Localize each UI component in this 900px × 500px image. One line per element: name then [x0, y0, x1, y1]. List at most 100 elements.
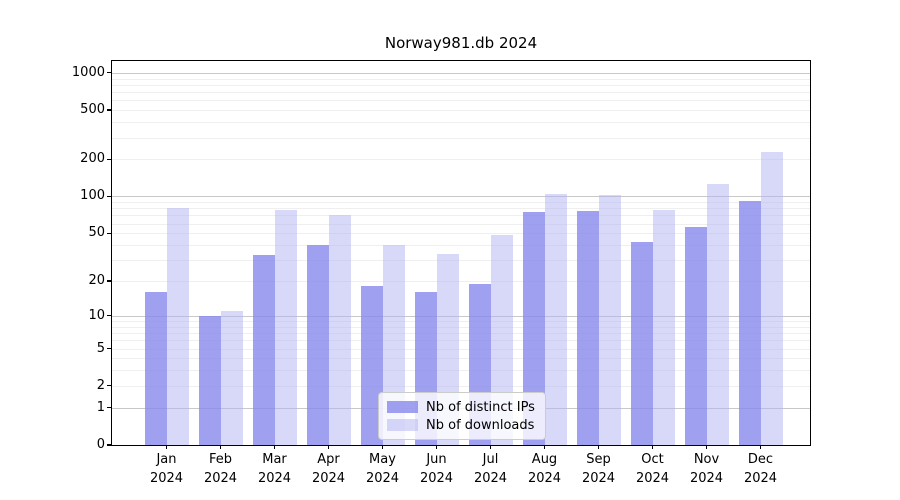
- minor-gridline: [112, 333, 810, 334]
- legend-swatch-downloads: [387, 419, 418, 431]
- x-tick-label-mar: Mar 2024: [257, 452, 292, 486]
- bar-dec-downloads: [760, 151, 783, 445]
- minor-gridline: [112, 92, 810, 93]
- y-tick-label: 1: [96, 399, 105, 415]
- minor-gridline: [112, 110, 810, 112]
- minor-gridline: [112, 370, 810, 372]
- y-tick-mark: [107, 347, 111, 350]
- x-tick-mark: [435, 445, 438, 449]
- x-tick-mark: [327, 445, 330, 449]
- x-tick-label-apr: Apr 2024: [311, 452, 346, 486]
- legend-item-downloads: Nb of downloads: [387, 416, 537, 434]
- x-tick-mark: [759, 445, 762, 449]
- x-tick-mark: [489, 445, 492, 449]
- minor-gridline: [112, 215, 810, 217]
- x-tick-label-feb: Feb 2024: [203, 452, 238, 486]
- major-gridline: [112, 196, 810, 198]
- bar-aug-distinct-ips: [522, 212, 545, 445]
- bar-apr-distinct-ips: [306, 244, 329, 445]
- bar-apr-downloads: [328, 214, 351, 445]
- y-tick-mark: [107, 444, 111, 446]
- bar-dec-distinct-ips: [738, 200, 761, 445]
- gridlines-layer: [112, 61, 810, 445]
- legend-label-distinct-ips: Nb of distinct IPs: [426, 399, 535, 415]
- y-tick-label: 10: [88, 307, 105, 323]
- y-tick-mark: [107, 315, 111, 317]
- x-tick-label-jun: Jun 2024: [419, 452, 454, 486]
- bar-aug-downloads: [544, 193, 567, 445]
- bar-may-distinct-ips: [360, 286, 383, 445]
- y-tick-mark: [107, 280, 111, 282]
- bar-mar-distinct-ips: [252, 255, 275, 445]
- minor-gridline: [112, 202, 810, 203]
- x-tick-label-may: May 2024: [365, 452, 400, 486]
- y-tick-mark: [107, 195, 111, 198]
- minor-gridline: [112, 100, 810, 102]
- x-tick-label-dec: Dec 2024: [743, 452, 778, 486]
- x-tick-mark: [381, 445, 384, 449]
- minor-gridline: [112, 358, 810, 360]
- x-tick-mark: [165, 445, 168, 449]
- x-tick-mark: [597, 445, 600, 449]
- x-tick-label-aug: Aug 2024: [527, 452, 562, 486]
- bar-nov-distinct-ips: [684, 227, 707, 445]
- legend: Nb of distinct IPs Nb of downloads: [378, 392, 546, 440]
- minor-gridline: [112, 208, 810, 210]
- minor-gridline: [112, 260, 810, 261]
- x-tick-mark: [219, 445, 222, 449]
- x-tick-mark: [705, 445, 708, 449]
- bar-jan-downloads: [166, 208, 189, 445]
- minor-gridline: [112, 78, 810, 80]
- minor-gridline: [112, 233, 810, 235]
- minor-gridline: [112, 244, 810, 246]
- minor-gridline: [112, 122, 810, 124]
- x-tick-mark: [273, 445, 276, 449]
- minor-gridline: [112, 320, 810, 322]
- x-tick-mark: [651, 445, 654, 449]
- major-gridline: [112, 315, 810, 317]
- y-tick-mark: [107, 385, 111, 387]
- bar-oct-downloads: [652, 209, 675, 445]
- bar-sep-distinct-ips: [576, 211, 599, 445]
- y-tick-mark: [107, 232, 111, 234]
- bar-mar-downloads: [274, 210, 297, 445]
- major-gridline: [112, 72, 810, 74]
- minor-gridline: [112, 84, 810, 86]
- y-tick-label: 50: [88, 225, 105, 241]
- y-tick-label: 200: [80, 151, 105, 167]
- y-tick-mark: [107, 109, 111, 111]
- bar-feb-distinct-ips: [198, 315, 221, 445]
- minor-gridline: [112, 385, 810, 387]
- legend-swatch-distinct-ips: [387, 401, 418, 413]
- legend-label-downloads: Nb of downloads: [426, 417, 535, 433]
- x-tick-label-jan: Jan 2024: [149, 452, 184, 486]
- x-tick-label-oct: Oct 2024: [635, 452, 670, 486]
- y-tick-mark: [107, 158, 111, 160]
- x-tick-mark: [543, 445, 546, 449]
- bar-feb-downloads: [220, 311, 243, 445]
- chart-title: Norway981.db 2024: [384, 34, 538, 52]
- minor-gridline: [112, 326, 810, 328]
- minor-gridline: [112, 281, 810, 282]
- x-tick-label-sep: Sep 2024: [581, 452, 616, 486]
- y-tick-label: 0: [96, 437, 105, 452]
- y-tick-label: 2: [96, 377, 105, 393]
- y-tick-label: 500: [80, 102, 105, 118]
- y-tick-label: 100: [80, 188, 105, 204]
- bar-oct-distinct-ips: [630, 242, 653, 445]
- bar-sep-downloads: [598, 195, 621, 445]
- x-tick-label-jul: Jul 2024: [473, 452, 508, 486]
- legend-item-distinct-ips: Nb of distinct IPs: [387, 398, 537, 416]
- x-tick-label-nov: Nov 2024: [689, 452, 724, 486]
- y-tick-label: 5: [96, 340, 105, 356]
- minor-gridline: [112, 159, 810, 161]
- y-tick-label: 1000: [71, 64, 105, 80]
- bar-nov-downloads: [706, 184, 729, 445]
- minor-gridline: [112, 137, 810, 139]
- minor-gridline: [112, 223, 810, 225]
- y-tick-mark: [107, 72, 111, 74]
- bar-jan-distinct-ips: [144, 292, 167, 445]
- minor-gridline: [112, 340, 810, 342]
- bars-layer: [112, 61, 810, 445]
